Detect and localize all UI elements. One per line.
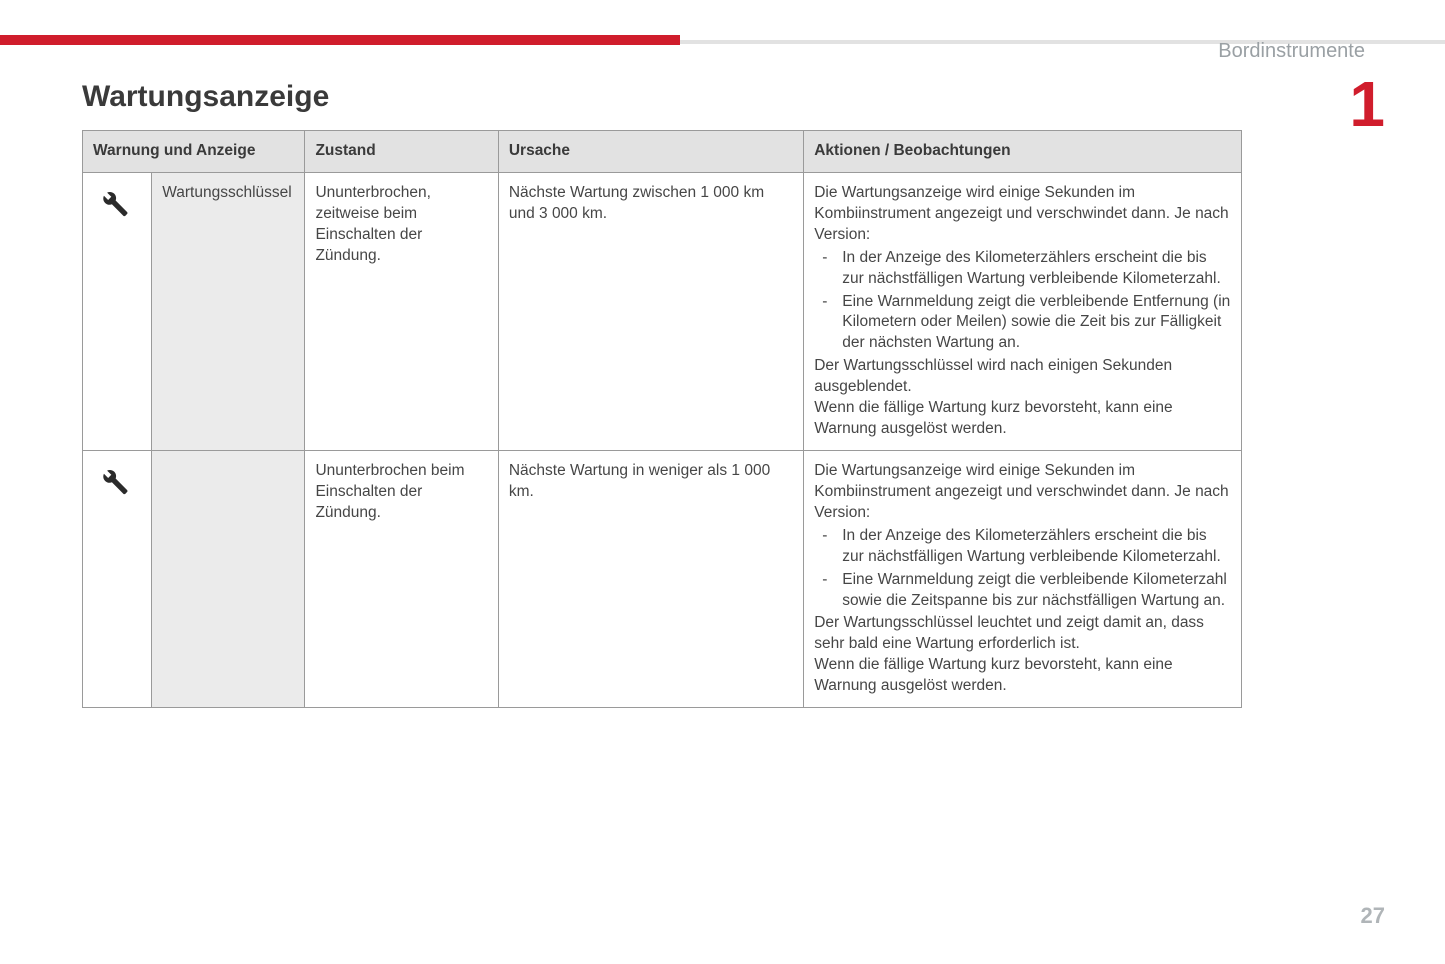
wrench-icon: [93, 461, 129, 497]
zustand-cell: Ununterbrochen, zeitweise beim Einschalt…: [305, 172, 498, 450]
warning-label-cell: [152, 450, 305, 707]
warning-icon-cell: [83, 450, 152, 707]
col-header-warnung: Warnung und Anzeige: [83, 131, 305, 173]
aktion-intro: Die Wartungsanzeige wird einige Sekunden…: [814, 461, 1231, 524]
warning-label-cell: Wartungsschlüssel: [152, 172, 305, 450]
aktion-cell: Die Wartungsanzeige wird einige Sekunden…: [804, 172, 1242, 450]
aktion-cell: Die Wartungsanzeige wird einige Sekunden…: [804, 450, 1242, 707]
zustand-cell: Ununterbrochen beim Einschalten der Zünd…: [305, 450, 498, 707]
aktion-bullet: In der Anzeige des Kilometerzählers ersc…: [814, 248, 1231, 290]
page-title: Wartungsanzeige: [82, 80, 329, 114]
aktion-bullet: Eine Warnmeldung zeigt die verbleibende …: [814, 570, 1231, 612]
aktion-tail: Der Wartungsschlüssel wird nach einigen …: [814, 356, 1231, 440]
warning-icon-cell: [83, 172, 152, 450]
aktion-bullet: In der Anzeige des Kilometerzählers ersc…: [814, 526, 1231, 568]
table-header-row: Warnung und Anzeige Zustand Ursache Akti…: [83, 131, 1242, 173]
aktion-intro: Die Wartungsanzeige wird einige Sekunden…: [814, 183, 1231, 246]
col-header-zustand: Zustand: [305, 131, 498, 173]
aktion-bullets: In der Anzeige des Kilometerzählers ersc…: [814, 526, 1231, 612]
chapter-number: 1: [1349, 72, 1385, 136]
ursache-cell: Nächste Wartung in weniger als 1 000 km.: [498, 450, 803, 707]
table-row: Ununterbrochen beim Einschalten der Zünd…: [83, 450, 1242, 707]
col-header-ursache: Ursache: [498, 131, 803, 173]
section-label: Bordinstrumente: [1218, 40, 1365, 63]
ursache-cell: Nächste Wartung zwischen 1 000 km und 3 …: [498, 172, 803, 450]
page-number: 27: [1361, 903, 1385, 929]
col-header-aktion: Aktionen / Beobachtungen: [804, 131, 1242, 173]
wrench-icon: [93, 183, 129, 219]
table-row: Wartungsschlüssel Ununterbrochen, zeitwe…: [83, 172, 1242, 450]
aktion-bullets: In der Anzeige des Kilometerzählers ersc…: [814, 248, 1231, 355]
header-rule-red: [0, 35, 680, 45]
aktion-tail: Der Wartungsschlüssel leuchtet und zeigt…: [814, 613, 1231, 697]
maintenance-table: Warnung und Anzeige Zustand Ursache Akti…: [82, 130, 1242, 708]
aktion-bullet: Eine Warnmeldung zeigt die verbleibende …: [814, 292, 1231, 355]
